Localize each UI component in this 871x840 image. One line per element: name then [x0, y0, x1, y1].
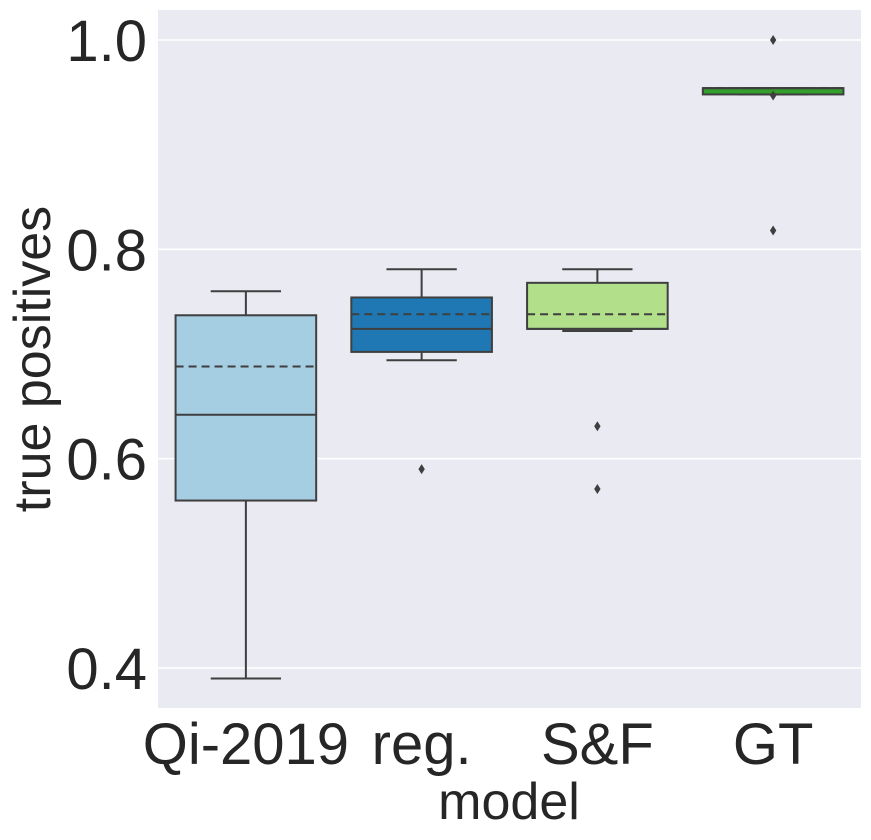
box-group: [701, 35, 845, 236]
outlier-point: [769, 225, 777, 236]
y-axis-label: true positives: [4, 206, 62, 512]
box-group: [526, 268, 669, 495]
x-tick-label: S&F: [541, 712, 654, 777]
outlier-point: [594, 421, 601, 432]
box-iqr: [174, 314, 318, 502]
outlier-point: [769, 35, 777, 45]
outlier-point: [418, 464, 425, 475]
y-tick-label: 0.8: [66, 218, 147, 283]
box-iqr: [350, 296, 493, 353]
x-axis-label: model: [438, 773, 580, 831]
y-tick-labels: 0.4 0.6 0.8 1.0: [66, 9, 147, 702]
box-group: [350, 268, 493, 475]
y-tick-label: 1.0: [66, 9, 147, 74]
x-tick-label: reg.: [372, 712, 472, 777]
x-tick-labels: Qi-2019 reg. S&F GT: [143, 712, 814, 777]
y-tick-label: 0.6: [66, 428, 147, 493]
x-tick-label: Qi-2019: [143, 712, 349, 777]
box-group: [174, 290, 318, 680]
box-iqr: [526, 281, 669, 330]
y-tick-label: 0.4: [66, 637, 147, 702]
outlier-point: [594, 484, 601, 495]
outlier-point: [769, 90, 777, 101]
boxes: [174, 35, 845, 680]
x-tick-label: GT: [733, 712, 814, 777]
